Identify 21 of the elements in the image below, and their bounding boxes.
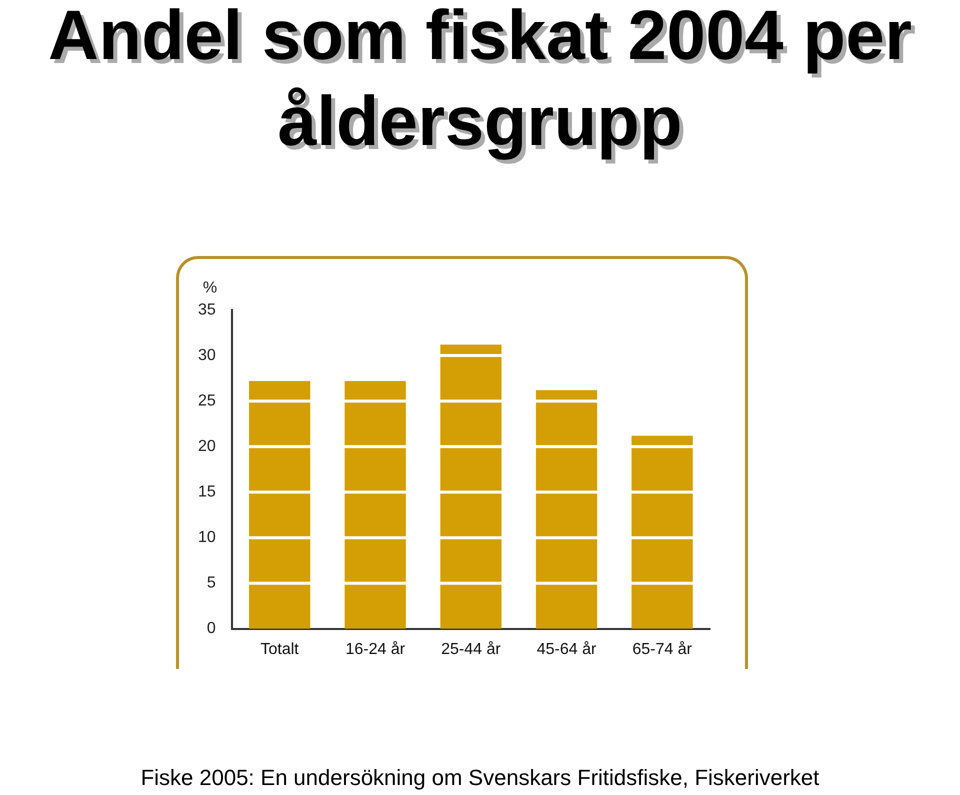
y-tick-label: 20 xyxy=(198,438,216,456)
y-tick-label: 0 xyxy=(206,620,216,638)
bar xyxy=(249,381,310,629)
x-tick-label: 25-44 år xyxy=(441,640,502,658)
y-tick-label: 25 xyxy=(198,392,216,410)
x-tick-label: Totalt xyxy=(260,640,300,658)
x-tick-label: 45-64 år xyxy=(536,640,598,658)
y-tick-label: 30 xyxy=(198,346,216,364)
y-axis-title: % xyxy=(202,279,218,296)
bar xyxy=(440,344,502,629)
text: Fiske 2005: En undersökning om Svenskars Fritidsfiske, Fiskeriverket xyxy=(140,765,820,791)
y-tick-label: 10 xyxy=(198,529,216,546)
x-tick-label: 65-74 år xyxy=(632,640,693,658)
bar xyxy=(632,436,693,629)
y-tick-label: 15 xyxy=(198,484,216,501)
chart-title: Andel som fiskat 2004 per åldersgrupp xyxy=(47,0,913,162)
y-tick-label: 35 xyxy=(198,301,216,318)
y-tick-label: 5 xyxy=(206,574,216,592)
x-tick-label: 16-24 år xyxy=(345,640,406,658)
bar xyxy=(536,390,598,629)
bar xyxy=(344,381,406,629)
